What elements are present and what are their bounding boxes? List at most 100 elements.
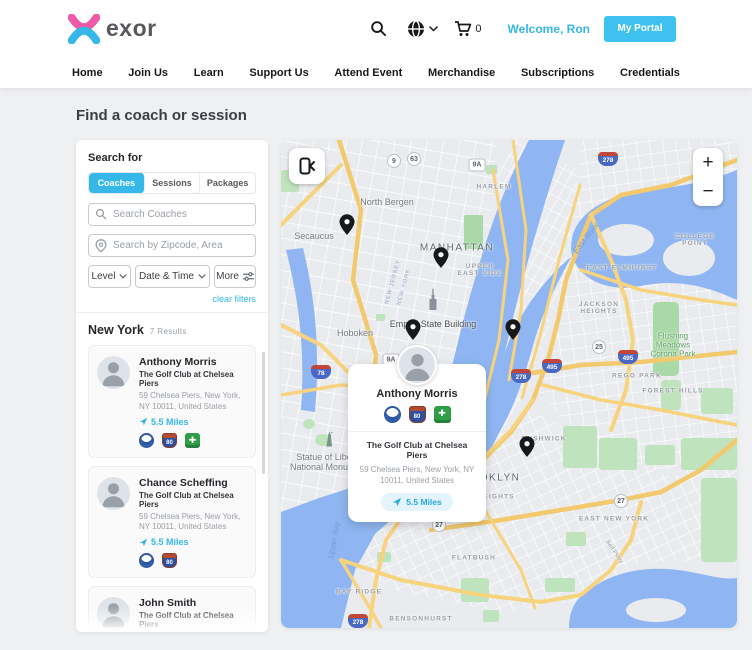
map-pin[interactable] [339,214,355,240]
search-for-label: Search for [88,152,143,164]
route-shield: 278 [348,614,368,628]
tab-coaches[interactable]: Coaches [89,173,145,193]
coach-name: Chance Scheffing [139,476,228,489]
coach-club: The Golf Club at Chelsea Piers [139,490,234,509]
cart-icon[interactable]: 0 [454,20,482,37]
map-label: JACKSON HEIGHTS [578,301,620,315]
shield-badge: 80 [408,406,426,423]
shield-badge: 80 [162,432,177,448]
map-label: Upper Bay [326,520,342,560]
coach-address: 59 Chelsea Piers, New York, NY 10011, Un… [139,391,241,411]
results-scrollbar[interactable] [262,352,265,474]
divider [348,431,486,432]
clear-filters-link[interactable]: clear filters [212,294,256,304]
map-base [281,140,737,628]
map-label: FLATBUSH [451,554,497,562]
route-shield: 495 [618,350,638,364]
coach-address: 59 Chelsea Piers, New York, NY 10011, Un… [139,511,241,532]
coach-club: The Golf Club at Chelsea Piers [139,370,234,388]
level-filter-label: Level [91,271,116,282]
blue-round-badge [139,553,154,569]
level-filter-button[interactable]: Level [88,265,131,288]
search-icon[interactable] [370,20,387,37]
nav-item-learn[interactable]: Learn [193,66,224,79]
avatar [97,597,130,631]
shield-badge: 80 [162,553,177,569]
avatar [97,356,130,389]
divider [76,312,268,313]
popup-club: The Golf Club at Chelsea Piers [366,440,468,460]
language-globe-icon[interactable] [407,19,439,38]
map-zoom-control: + − [693,148,723,206]
popup-coach-name: Anthony Morris [376,388,458,400]
main-nav: Home Join Us Learn Support Us Attend Eve… [0,57,752,88]
route-shield: 9 [387,154,401,168]
map-label: Flushing Meadows Corona Park [650,331,696,359]
coach-card[interactable]: John Smith The Golf Club at Chelsea Pier… [88,586,256,632]
zoom-in-button[interactable]: + [693,148,723,177]
map-canvas[interactable]: North Bergen Secaucus HARLEM MANHATTAN UPPER… [281,140,737,628]
coach-card[interactable]: Chance Scheffing The Golf Club at Chelse… [88,465,256,579]
route-shield: 495 [542,359,562,373]
route-shield: 63 [407,152,421,166]
search-input-icon [95,208,107,220]
logo[interactable]: exor [68,13,157,44]
nav-item-credentials[interactable]: Credentials [620,66,680,79]
route-shield: 278 [511,369,531,383]
nav-item-home[interactable]: Home [72,66,103,79]
zipcode-search-input[interactable] [88,234,256,257]
zoom-out-button[interactable]: − [693,177,723,206]
search-type-tabs: Coaches Sessions Packages [88,172,256,194]
coach-card[interactable]: Anthony Morris The Golf Club at Chelsea … [88,345,256,458]
more-filters-button[interactable]: More [214,265,256,288]
popup-distance-pill[interactable]: 5.5 Miles [381,493,453,512]
statue-icon [324,431,334,453]
welcome-link[interactable]: Welcome, Ron [507,21,590,36]
route-shield: 25 [592,340,606,354]
green-square-badge: ✚ [185,432,200,448]
nav-item-join-us[interactable]: Join Us [128,66,169,79]
map-label: BAY RIDGE [335,588,383,596]
map-label: Empire State Building [389,319,477,329]
collapse-panel-button[interactable] [289,148,325,184]
map-pin[interactable] [505,319,521,345]
nav-item-merchandise[interactable]: Merchandise [427,66,496,79]
map-pin[interactable] [433,247,449,273]
map-label: NEW JERSEY [384,259,402,305]
popup-distance: 5.5 Miles [406,497,442,508]
avatar [397,345,437,385]
map-label: Belt Pkwy [603,539,625,565]
tab-packages[interactable]: Packages [206,178,249,188]
building-icon [426,288,441,315]
coach-distance: 5.5 Miles [151,537,189,548]
blue-round-badge [139,432,154,448]
map-label: Hoboken [336,328,374,338]
date-time-filter-button[interactable]: Date & Time [134,265,211,288]
my-portal-button[interactable]: My Portal [604,15,676,42]
map-popup[interactable]: Anthony Morris 80 ✚ The Golf Club at Che… [348,345,486,523]
nav-item-attend-event[interactable]: Attend Event [334,66,403,79]
nav-item-support-us[interactable]: Support Us [249,66,309,79]
more-filter-label: More [216,271,239,282]
map-label: EAST NEW YORK [578,515,650,523]
nav-item-subscriptions[interactable]: Subscriptions [520,66,595,79]
top-header: exor 0 Welcome, Ron My Portal [0,0,752,57]
tab-sessions[interactable]: Sessions [145,173,201,193]
results-city: New York [88,323,144,337]
map-pin[interactable] [519,436,535,462]
search-panel: Search for Coaches Sessions Packages Lev… [76,140,268,632]
map-pin[interactable] [405,319,421,345]
map-label: MANHATTAN [419,242,495,254]
chevron-down-icon [198,274,206,279]
map-label: REGO PARK [612,372,662,380]
map-label: COLLEGE POINT [675,233,715,247]
sliders-icon [243,272,254,281]
map-label: UPPER EAST SIDE [457,263,503,277]
avatar [97,476,130,510]
coach-search-input[interactable] [88,203,256,226]
collapse-panel-icon [299,157,315,175]
map-label: North Bergen [360,197,414,207]
cart-count: 0 [475,22,482,35]
map-label: BENSONHURST [389,615,453,623]
chevron-down-icon [429,25,439,32]
